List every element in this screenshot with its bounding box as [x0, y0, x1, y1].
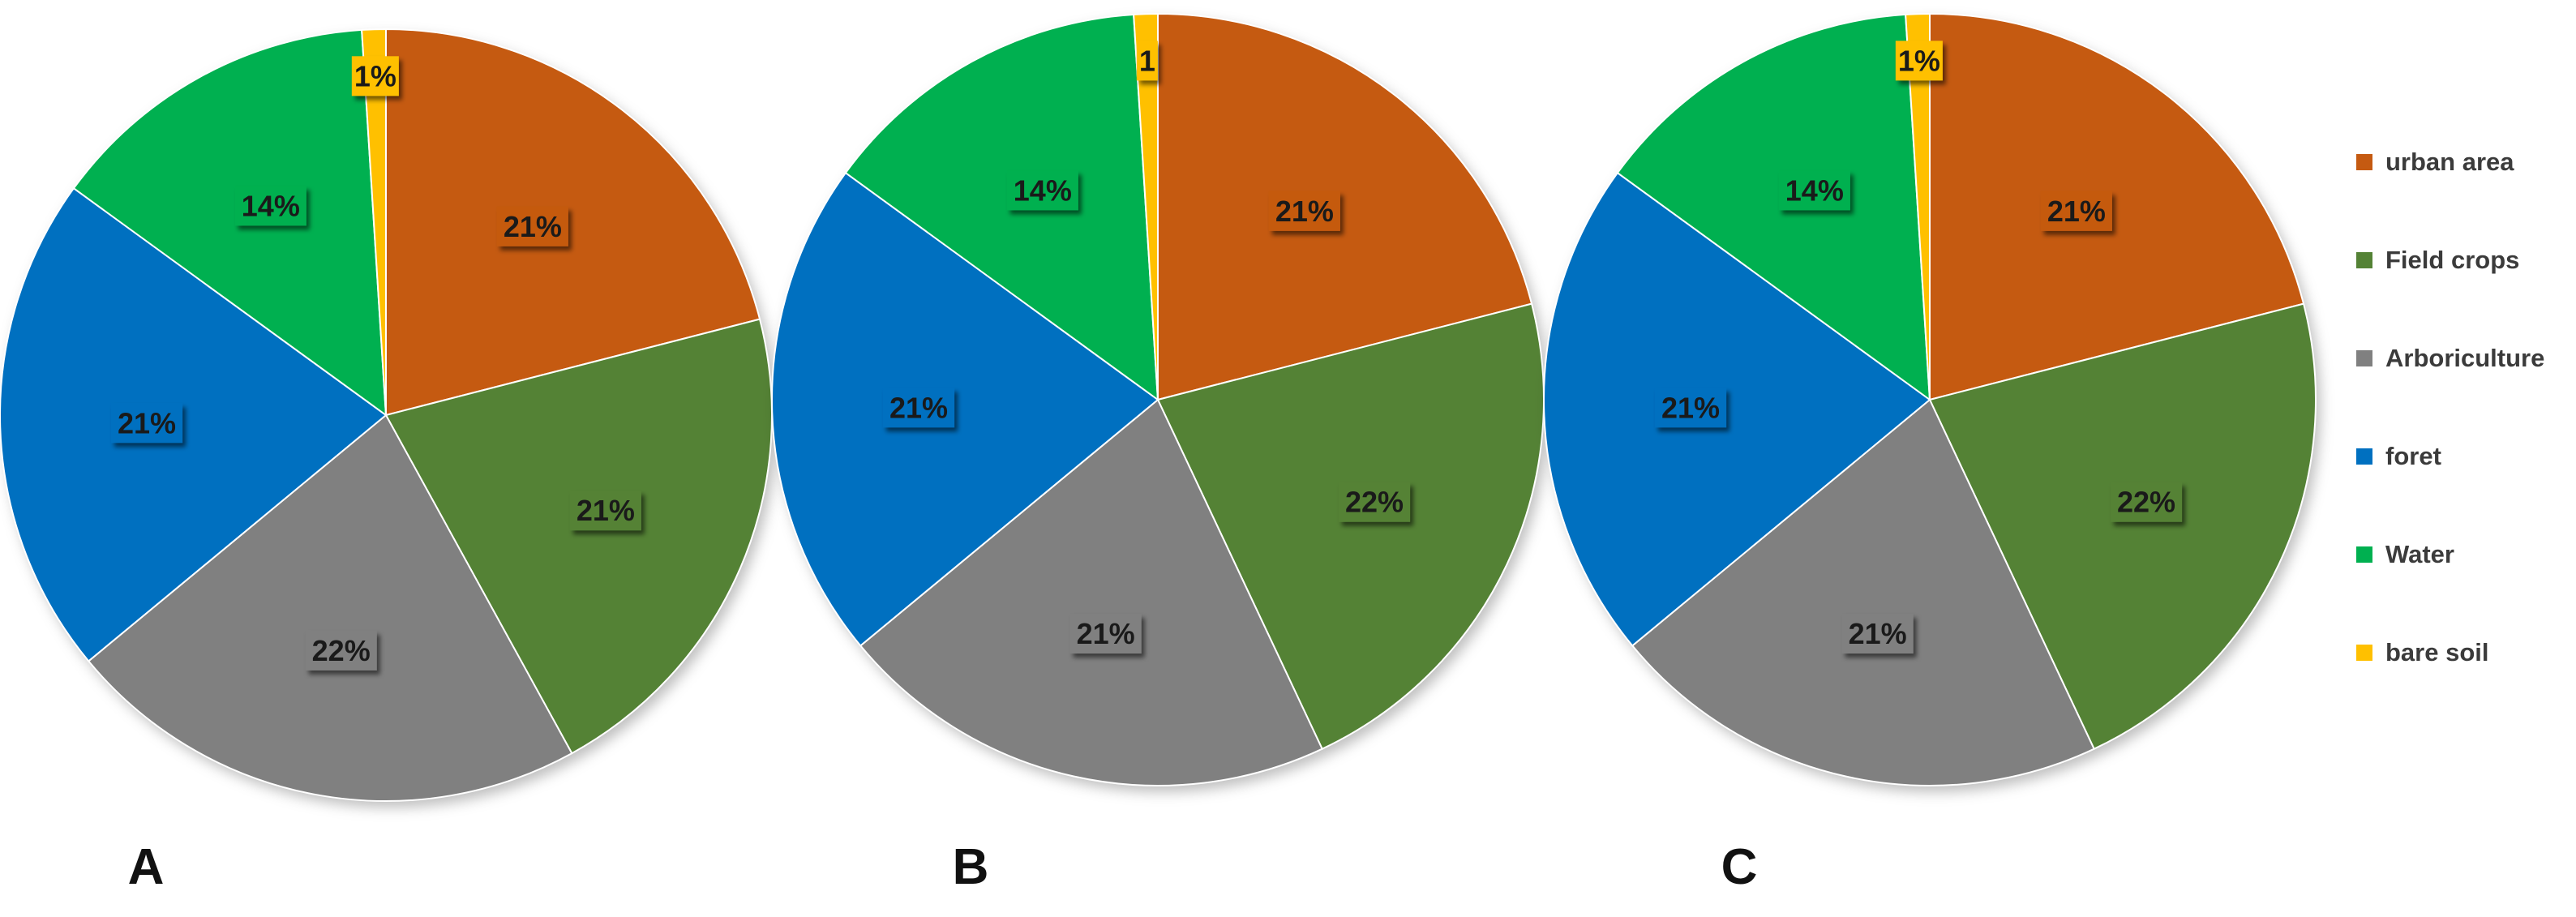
panel-label-c: C	[1721, 839, 1758, 895]
pie-b-data-label-foret: 21%	[882, 388, 955, 428]
pie-b-data-label-box-arboriculture	[1069, 614, 1142, 654]
pie-chart-a: 21% 21% 22% 21% 14% 1%	[0, 28, 773, 802]
pie-b-data-label-text-field-crops: 22%	[1345, 486, 1404, 519]
pie-b-slice-bare-soil	[1133, 12, 1159, 401]
panel-label-b: B	[953, 839, 989, 895]
legend-entry-arboriculture: Arboriculture	[2356, 344, 2544, 372]
pie-chart-c: 21% 22% 21% 21% 14% 1%	[1543, 12, 2317, 786]
pie-c-data-label-urban-area: 21%	[2040, 191, 2112, 231]
panel-label-a: A	[128, 839, 165, 895]
pie-c-slice-bare-soil	[1905, 12, 1931, 401]
pie-chart-b: 21% 22% 21% 21% 14% 1	[771, 12, 1545, 786]
pie-c-data-label-text-water: 14%	[1785, 174, 1844, 207]
pie-b-slice-urban-area	[1157, 12, 1533, 401]
pie-a-data-label-text-urban-area: 21%	[504, 210, 562, 243]
legend-label-urban-area: urban area	[2385, 148, 2514, 176]
pie-a-data-label-bare-soil: 1%	[351, 56, 399, 96]
legend-swatch-urban-area	[2356, 154, 2372, 170]
pie-c-data-label-water: 14%	[1778, 170, 1850, 211]
pie-c-data-label-text-foret: 21%	[1661, 391, 1720, 424]
pie-b-slice-field-crops	[1156, 302, 1545, 751]
legend-label-foret: foret	[2385, 442, 2441, 470]
pie-c-slice-foret	[1543, 171, 1931, 647]
pie-c-data-label-box-field-crops	[2111, 482, 2183, 522]
legend-swatch-foret	[2356, 448, 2372, 465]
pie-a-data-label-box-foret	[110, 403, 183, 444]
pie-b-data-label-text-arboriculture: 21%	[1077, 617, 1135, 650]
pie-a-data-label-box-bare-soil	[351, 56, 399, 96]
pie-c-slice-urban-area	[1929, 12, 2305, 401]
pie-a-slice-field-crops	[384, 318, 773, 755]
pie-a-data-label-urban-area: 21%	[496, 206, 568, 246]
pie-c-data-label-box-urban-area	[2040, 191, 2112, 231]
legend-entry-foret: foret	[2356, 442, 2441, 470]
legend-label-water: Water	[2385, 540, 2454, 568]
legend-entry-water: Water	[2356, 540, 2454, 568]
pie-a-slice-bare-soil	[361, 28, 387, 416]
pie-b-data-label-arboriculture: 21%	[1069, 614, 1142, 654]
pie-a-data-label-text-field-crops: 21%	[576, 494, 635, 527]
pie-c-slice-water	[1616, 13, 1931, 402]
pie-b-data-label-water: 14%	[1006, 170, 1078, 211]
pie-a-slice-arboriculture	[87, 414, 573, 802]
pie-a-data-label-arboriculture: 22%	[305, 630, 377, 671]
pie-a-data-label-text-arboriculture: 22%	[312, 634, 371, 667]
pie-a-data-label-box-field-crops	[569, 491, 641, 531]
pie-c-data-label-box-arboriculture	[1841, 614, 1914, 654]
legend-label-arboriculture: Arboriculture	[2385, 344, 2544, 372]
pie-a-data-label-text-water: 14%	[242, 189, 300, 222]
pie-c-slice-arboriculture	[1631, 398, 2096, 786]
pie-a-data-label-box-water	[234, 186, 306, 226]
pie-c-data-label-text-bare-soil: 1%	[1898, 44, 1940, 77]
pie-a-slice-water	[72, 28, 388, 418]
pie-c-data-label-text-urban-area: 21%	[2047, 195, 2106, 228]
pie-b-data-label-box-bare-soil	[1136, 41, 1158, 81]
pie-b-data-label-box-water	[1006, 170, 1078, 211]
pie-a-data-label-box-arboriculture	[305, 630, 377, 671]
pie-b-data-label-bare-soil: 1	[1136, 41, 1158, 81]
pie-b-slice-arboriculture	[859, 398, 1324, 786]
pie-c-data-label-box-foret	[1654, 388, 1727, 428]
pie-a-data-label-foret: 21%	[110, 403, 183, 444]
pie-a-data-label-text-foret: 21%	[118, 406, 176, 439]
legend-label-field-crops: Field crops	[2385, 246, 2519, 274]
legend: urban area Field crops Arboriculture for…	[2356, 148, 2544, 666]
pie-b-data-label-text-foret: 21%	[889, 391, 948, 424]
pie-a-data-label-text-bare-soil: 1%	[354, 59, 396, 92]
pie-c-data-label-text-field-crops: 22%	[2117, 486, 2175, 519]
pie-b-data-label-urban-area: 21%	[1268, 191, 1340, 231]
legend-swatch-water	[2356, 546, 2372, 563]
pie-b-data-label-text-bare-soil: 1	[1139, 44, 1155, 77]
legend-swatch-bare-soil	[2356, 645, 2372, 661]
pie-b-data-label-box-urban-area	[1268, 191, 1340, 231]
pie-a-data-label-field-crops: 21%	[569, 491, 641, 531]
pie-b-data-label-box-foret	[882, 388, 955, 428]
pie-a-data-label-box-urban-area	[496, 206, 568, 246]
pie-b-slice-foret	[771, 171, 1159, 647]
pie-b-data-label-field-crops: 22%	[1339, 482, 1411, 522]
pie-c-data-label-field-crops: 22%	[2111, 482, 2183, 522]
pie-a-slice-foret	[0, 186, 388, 662]
pie-c-data-label-text-arboriculture: 21%	[1849, 617, 1907, 650]
pie-c-data-label-bare-soil: 1%	[1895, 41, 1943, 81]
pie-a-data-label-water: 14%	[234, 186, 306, 226]
legend-swatch-field-crops	[2356, 252, 2372, 268]
pie-a-slice-urban-area	[385, 28, 761, 417]
pie-c-data-label-foret: 21%	[1654, 388, 1727, 428]
pie-b-slice-water	[844, 13, 1159, 402]
pie-c-slice-field-crops	[1928, 302, 2317, 751]
legend-entry-bare-soil: bare soil	[2356, 638, 2489, 666]
legend-label-bare-soil: bare soil	[2385, 638, 2489, 666]
pie-c-data-label-box-bare-soil	[1895, 41, 1943, 81]
legend-entry-urban-area: urban area	[2356, 148, 2514, 176]
pie-b-data-label-text-water: 14%	[1014, 174, 1072, 207]
pie-c-data-label-arboriculture: 21%	[1841, 614, 1914, 654]
pie-b-data-label-text-urban-area: 21%	[1275, 195, 1334, 228]
legend-entry-field-crops: Field crops	[2356, 246, 2519, 274]
pie-c-data-label-box-water	[1778, 170, 1850, 211]
pie-b-data-label-box-field-crops	[1339, 482, 1411, 522]
legend-swatch-arboriculture	[2356, 350, 2372, 366]
